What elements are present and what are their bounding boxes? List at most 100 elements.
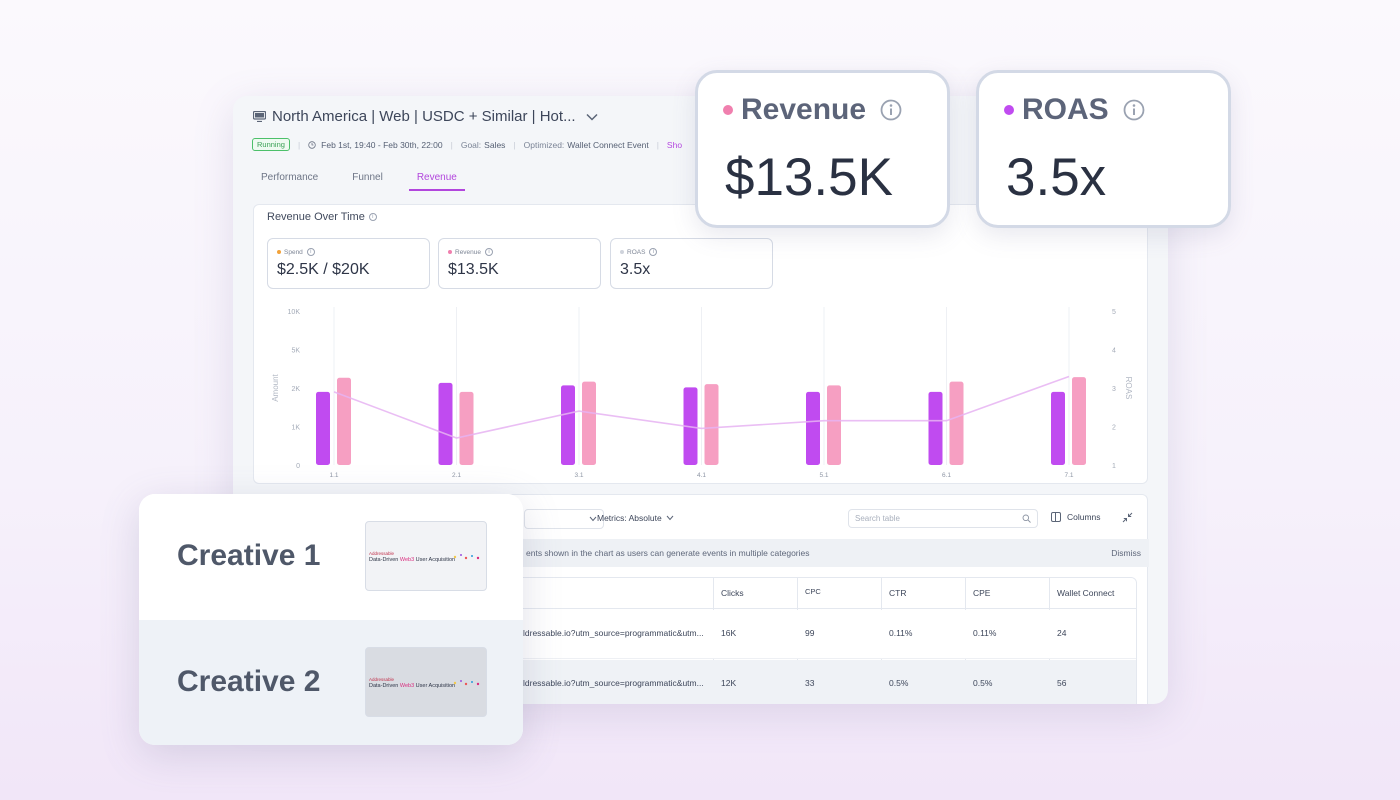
chevron-down-icon <box>589 516 597 522</box>
y-tick-label: 2K <box>291 386 300 393</box>
optimized-key: Optimized: <box>523 139 565 150</box>
headline-highlight: Web3 <box>399 683 415 689</box>
x-tick-label: 7.1 <box>1064 472 1073 479</box>
revenue-chart-panel: Revenue Over Time i Spend i $2.5K / $20K … <box>253 204 1148 484</box>
clicks-cell: 12K <box>721 678 737 688</box>
search-input[interactable]: Search table <box>848 509 1038 528</box>
creative-thumbnail[interactable]: Addressable Data-Driven Web3 User Acquis… <box>365 521 487 591</box>
thumbnail-brand: Addressable <box>369 551 395 556</box>
status-badge: Running <box>252 138 290 151</box>
tab-revenue[interactable]: Revenue <box>408 172 465 191</box>
spend-card[interactable]: Spend i $2.5K / $20K <box>267 238 430 289</box>
campaign-selector[interactable]: North America | Web | USDC + Similar | H… <box>253 108 598 125</box>
roas-highlight-label: ROAS <box>1004 93 1145 127</box>
spend-label: Spend i <box>277 248 315 256</box>
date-range: Feb 1st, 19:40 - Feb 30th, 22:00 <box>321 139 443 150</box>
info-icon[interactable]: i <box>649 248 658 256</box>
info-icon[interactable]: i <box>368 213 377 221</box>
revenue-highlight-card: Revenue $13.5K <box>695 70 950 228</box>
divider: | <box>656 139 659 150</box>
spend-label-text: Spend <box>284 248 303 256</box>
tab-bar: Performance Funnel Revenue <box>253 172 483 191</box>
notice-text: ents shown in the chart as users can gen… <box>526 548 810 558</box>
y-axis-label: Amount <box>271 373 280 401</box>
info-icon[interactable]: i <box>485 248 494 256</box>
y2-tick-label: 2 <box>1112 425 1116 432</box>
search-icon <box>1022 514 1031 523</box>
revenue-label-text: Revenue <box>455 248 482 256</box>
cpc-cell: 99 <box>805 628 815 638</box>
wallet-connect-cell: 56 <box>1057 678 1067 688</box>
y-tick-label: 5K <box>291 348 300 355</box>
filter-select[interactable] <box>524 509 604 529</box>
headline-text: User Acquisition <box>414 557 456 563</box>
thumbnail-headline: Data-Driven Web3 User Acquisition <box>369 557 455 563</box>
revenue-highlight-label: Revenue <box>723 93 902 127</box>
metrics-select[interactable]: Metrics: Absolute <box>597 513 674 523</box>
revenue-bar <box>827 385 841 465</box>
y2-axis-label: ROAS <box>1124 377 1133 400</box>
header-cpc[interactable]: CPC <box>805 587 821 596</box>
show-more-link[interactable]: Sho <box>666 139 683 150</box>
thumbnail-brand: Addressable <box>369 677 395 682</box>
creative-label: Creative 2 <box>177 665 321 698</box>
revenue-card[interactable]: Revenue i $13.5K <box>438 238 601 289</box>
url-cell[interactable]: ldressable.io?utm_source=programmatic&ut… <box>523 678 704 688</box>
tab-funnel[interactable]: Funnel <box>352 172 383 183</box>
url-cell[interactable]: ldressable.io?utm_source=programmatic&ut… <box>523 628 704 638</box>
roas-dot <box>1004 105 1014 115</box>
y2-tick-label: 5 <box>1112 309 1116 316</box>
roas-card[interactable]: ROAS i 3.5x <box>610 238 773 289</box>
tab-performance[interactable]: Performance <box>261 172 319 183</box>
columns-button[interactable]: Columns <box>1051 512 1101 522</box>
clock-icon <box>308 140 316 149</box>
revenue-bar <box>337 377 351 465</box>
headline-highlight: Web3 <box>399 557 415 563</box>
creative-thumbnail[interactable]: Addressable Data-Driven Web3 User Acquis… <box>365 647 487 717</box>
creative-row[interactable]: Creative 2 Addressable Data-Driven Web3 … <box>139 620 523 745</box>
header-wallet-connect[interactable]: Wallet Connect <box>1057 588 1115 598</box>
info-icon[interactable]: i <box>306 248 315 256</box>
spend-dot <box>277 250 281 254</box>
x-tick-label: 1.1 <box>329 472 338 479</box>
clicks-cell: 16K <box>721 628 737 638</box>
roas-label-text: ROAS <box>627 248 646 256</box>
revenue-bar <box>1072 377 1086 465</box>
chart-title: Revenue Over Time i <box>267 211 377 223</box>
y-tick-label: 1K <box>291 425 300 432</box>
chart-title-text: Revenue Over Time <box>267 211 365 223</box>
y-tick-label: 10K <box>288 309 301 316</box>
creatives-card: Creative 1 Addressable Data-Driven Web3 … <box>139 494 523 745</box>
revenue-bar <box>704 384 719 465</box>
info-icon[interactable] <box>1123 99 1145 121</box>
headline-text: Data-Driven <box>369 557 400 563</box>
collapse-icon[interactable] <box>1122 512 1133 523</box>
y2-tick-label: 1 <box>1112 463 1116 470</box>
roas-dot <box>620 250 624 254</box>
chevron-down-icon <box>586 113 598 121</box>
header-clicks[interactable]: Clicks <box>721 588 744 598</box>
thumbnail-graphic <box>453 680 480 686</box>
wallet-connect-cell: 24 <box>1057 628 1067 638</box>
optimized-value: Wallet Connect Event <box>567 139 649 150</box>
creative-row[interactable]: Creative 1 Addressable Data-Driven Web3 … <box>139 494 523 619</box>
search-placeholder: Search table <box>855 514 900 523</box>
revenue-bar <box>949 381 964 465</box>
revenue-highlight-value: $13.5K <box>725 148 893 207</box>
header-cpe[interactable]: CPE <box>973 588 991 598</box>
dismiss-button[interactable]: Dismiss <box>1111 548 1141 558</box>
chevron-down-icon <box>666 515 674 521</box>
spend-bar <box>316 391 330 465</box>
revenue-label: Revenue i <box>448 248 494 256</box>
roas-value: 3.5x <box>620 261 651 278</box>
desktop-icon <box>253 111 266 122</box>
ctr-cell: 0.5% <box>889 678 909 688</box>
columns-label: Columns <box>1067 512 1101 522</box>
x-tick-label: 4.1 <box>697 472 706 479</box>
revenue-highlight-label-text: Revenue <box>741 93 867 126</box>
revenue-value: $13.5K <box>448 261 499 278</box>
ctr-cell: 0.11% <box>889 628 913 638</box>
header-ctr[interactable]: CTR <box>889 588 907 598</box>
info-icon[interactable] <box>880 99 902 121</box>
x-tick-label: 2.1 <box>452 472 461 479</box>
